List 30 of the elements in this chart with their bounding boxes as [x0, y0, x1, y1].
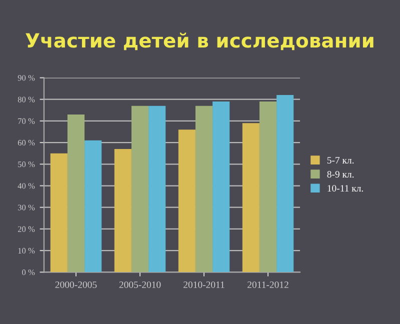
bar	[178, 130, 196, 272]
y-tick-label: 50 %	[18, 162, 35, 168]
bar	[148, 106, 166, 272]
bar	[212, 102, 230, 272]
y-tick-label: 40 %	[18, 183, 35, 189]
x-tick-label: 2000-2005	[55, 281, 97, 288]
y-tick-label: 0 %	[22, 270, 35, 276]
bar	[84, 140, 102, 272]
y-tick-label: 90 %	[18, 75, 35, 81]
y-tick-label: 20 %	[18, 226, 35, 232]
bar	[131, 106, 149, 272]
y-tick-label: 10 %	[18, 248, 35, 254]
chart-title: Участие детей в исследовании	[26, 32, 374, 50]
y-tick-label: 30 %	[18, 204, 35, 210]
x-tick-label: 2005-2010	[119, 281, 161, 288]
legend-label: 8-9 кл.	[327, 171, 354, 178]
x-tick-label: 2010-2011	[184, 281, 224, 288]
bar	[259, 102, 277, 272]
x-tick-label: 2011-2012	[248, 281, 288, 288]
legend-label: 10-11 кл.	[328, 185, 363, 192]
y-tick-label: 70 %	[18, 118, 35, 124]
y-tick-label: 60 %	[18, 140, 35, 146]
legend-label: 5-7 кл.	[327, 157, 354, 164]
bar	[50, 153, 68, 272]
bar	[276, 95, 294, 272]
bar	[242, 123, 260, 272]
bar	[114, 149, 132, 272]
bar	[195, 106, 213, 272]
bar	[67, 114, 85, 272]
y-tick-label: 80 %	[18, 96, 35, 102]
